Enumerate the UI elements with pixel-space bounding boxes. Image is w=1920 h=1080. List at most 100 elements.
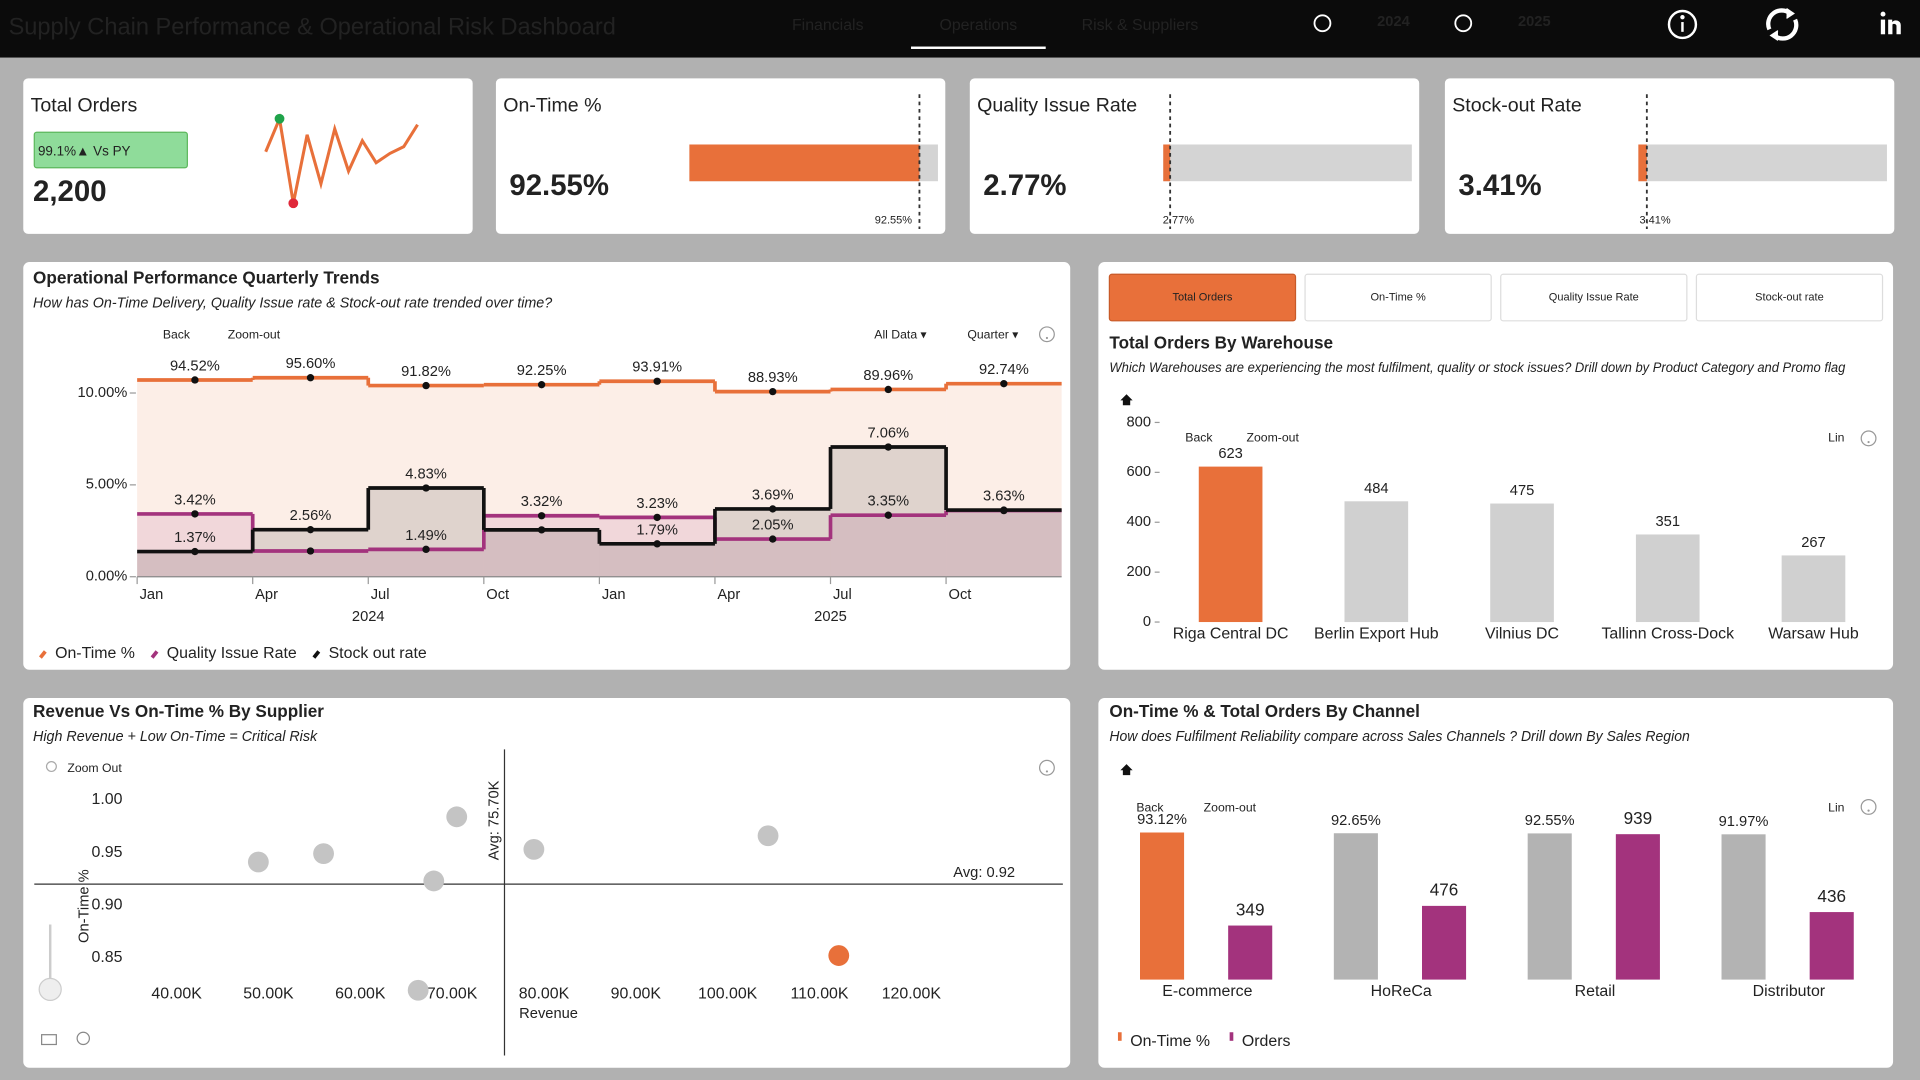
home-icon[interactable] bbox=[1120, 394, 1133, 406]
scatter-point[interactable] bbox=[407, 979, 429, 1001]
toolbar-button[interactable]: Back bbox=[163, 328, 191, 342]
bar[interactable] bbox=[1198, 466, 1263, 623]
kpi-value: 92.55% bbox=[509, 169, 609, 202]
y-tick-label: 400 bbox=[1127, 514, 1152, 530]
toolbar-button[interactable]: Zoom-out bbox=[1247, 431, 1300, 445]
help-icon[interactable] bbox=[1038, 759, 1055, 776]
year-label[interactable]: 2024 bbox=[1377, 14, 1411, 30]
toolbar-button[interactable]: Back bbox=[1185, 431, 1213, 445]
toolbar-button[interactable]: All Data ▾ bbox=[874, 328, 926, 342]
help-icon[interactable] bbox=[1038, 326, 1055, 343]
bar[interactable] bbox=[1615, 834, 1660, 980]
scatter-point[interactable] bbox=[446, 806, 468, 828]
tab-label[interactable]: Quality Issue Rate bbox=[1549, 291, 1639, 303]
bar[interactable] bbox=[1344, 501, 1409, 623]
area bbox=[946, 383, 1062, 577]
x-tick-label: Warsaw Hub bbox=[1768, 625, 1859, 642]
bar[interactable] bbox=[1140, 832, 1185, 980]
chart-title: Total Orders By Warehouse bbox=[1109, 333, 1333, 353]
nav-tab[interactable]: Risk & Suppliers bbox=[1082, 17, 1199, 34]
bar[interactable] bbox=[1781, 555, 1846, 623]
x-tick-label: 70.00K bbox=[427, 985, 478, 1002]
toolbar-button[interactable]: Quarter ▾ bbox=[967, 328, 1018, 342]
linkedin-icon[interactable] bbox=[1880, 11, 1901, 35]
point bbox=[422, 381, 430, 390]
bar[interactable] bbox=[1527, 833, 1572, 980]
bullet-bar bbox=[689, 144, 920, 182]
bar[interactable] bbox=[1490, 503, 1554, 623]
point bbox=[1000, 506, 1008, 514]
card bbox=[1098, 697, 1894, 1068]
scatter-point[interactable] bbox=[247, 851, 269, 873]
bullet-bar bbox=[1638, 144, 1647, 182]
point bbox=[653, 540, 661, 548]
bar[interactable] bbox=[1422, 905, 1467, 980]
data-label: 1.79% bbox=[636, 522, 678, 538]
toolbar-button[interactable]: Lin bbox=[1828, 431, 1845, 445]
refresh-icon[interactable] bbox=[1766, 8, 1799, 41]
tab-label[interactable]: On-Time % bbox=[1370, 291, 1425, 303]
legend-label: Quality Issue Rate bbox=[167, 645, 297, 662]
point bbox=[884, 443, 892, 451]
area bbox=[946, 510, 1062, 577]
area bbox=[137, 513, 253, 577]
scatter-point[interactable] bbox=[828, 945, 850, 966]
scatter-point[interactable] bbox=[757, 825, 779, 847]
tab-label[interactable]: Stock-out rate bbox=[1755, 291, 1824, 303]
tab-label[interactable]: Total Orders bbox=[1172, 291, 1232, 303]
bar[interactable] bbox=[1635, 534, 1700, 623]
help-icon[interactable] bbox=[1860, 798, 1877, 815]
x-axis-title: Revenue bbox=[519, 1006, 578, 1022]
data-label: 95.60% bbox=[286, 356, 336, 372]
area bbox=[830, 389, 947, 577]
lasso-icon[interactable] bbox=[76, 1031, 90, 1046]
data-label: 92.65% bbox=[1331, 813, 1381, 829]
data-label: 89.96% bbox=[863, 368, 913, 384]
data-label: 91.97% bbox=[1719, 814, 1769, 830]
area bbox=[483, 515, 600, 577]
toolbar-button[interactable]: Back bbox=[1136, 800, 1164, 814]
help-icon-dot bbox=[1867, 440, 1870, 444]
point bbox=[653, 377, 661, 385]
data-label: 1.37% bbox=[174, 530, 216, 546]
info-icon[interactable] bbox=[1667, 9, 1698, 40]
header-title: Supply Chain Performance & Operational R… bbox=[9, 14, 616, 41]
data-label: 3.35% bbox=[867, 494, 909, 510]
bar[interactable] bbox=[1228, 925, 1273, 980]
home-icon[interactable] bbox=[1120, 764, 1133, 776]
area bbox=[137, 379, 253, 577]
x-tick-label: 60.00K bbox=[335, 985, 386, 1002]
point bbox=[306, 526, 315, 534]
bar[interactable] bbox=[1333, 833, 1378, 980]
toolbar-button[interactable]: Zoom-out bbox=[228, 328, 281, 342]
zoom-icon bbox=[45, 761, 57, 773]
scatter-point[interactable] bbox=[523, 838, 545, 860]
tab-button[interactable] bbox=[1304, 273, 1492, 322]
tab-button[interactable] bbox=[1500, 273, 1688, 322]
x-tick-label: Apr bbox=[717, 587, 740, 603]
image-icon[interactable] bbox=[41, 1034, 57, 1046]
help-icon[interactable] bbox=[1860, 430, 1877, 447]
x-tick-label: 50.00K bbox=[243, 985, 294, 1002]
legend-marker bbox=[1229, 1032, 1234, 1041]
scatter-point[interactable] bbox=[313, 843, 334, 865]
tab-button[interactable] bbox=[1695, 273, 1884, 322]
data-label: 267 bbox=[1801, 535, 1826, 551]
bar[interactable] bbox=[1809, 912, 1854, 980]
year-label[interactable]: 2025 bbox=[1518, 14, 1551, 30]
tab-button[interactable] bbox=[1108, 273, 1297, 322]
data-label: 93.12% bbox=[1137, 812, 1187, 828]
data-label: 3.42% bbox=[174, 492, 216, 508]
zoom-slider-knob[interactable] bbox=[38, 977, 62, 1002]
data-label: 94.52% bbox=[170, 358, 220, 374]
year-radio[interactable] bbox=[1454, 14, 1473, 33]
scatter-point[interactable] bbox=[423, 870, 445, 892]
year-radio[interactable] bbox=[1313, 14, 1332, 33]
nav-tab[interactable]: Operations bbox=[939, 17, 1017, 34]
nav-tab[interactable]: Financials bbox=[792, 17, 864, 34]
toolbar-button[interactable]: Zoom Out bbox=[67, 761, 122, 775]
bar[interactable] bbox=[1721, 834, 1766, 980]
toolbar-button[interactable]: Zoom-out bbox=[1204, 800, 1257, 814]
toolbar-button[interactable]: Lin bbox=[1828, 800, 1845, 814]
area bbox=[368, 487, 484, 577]
